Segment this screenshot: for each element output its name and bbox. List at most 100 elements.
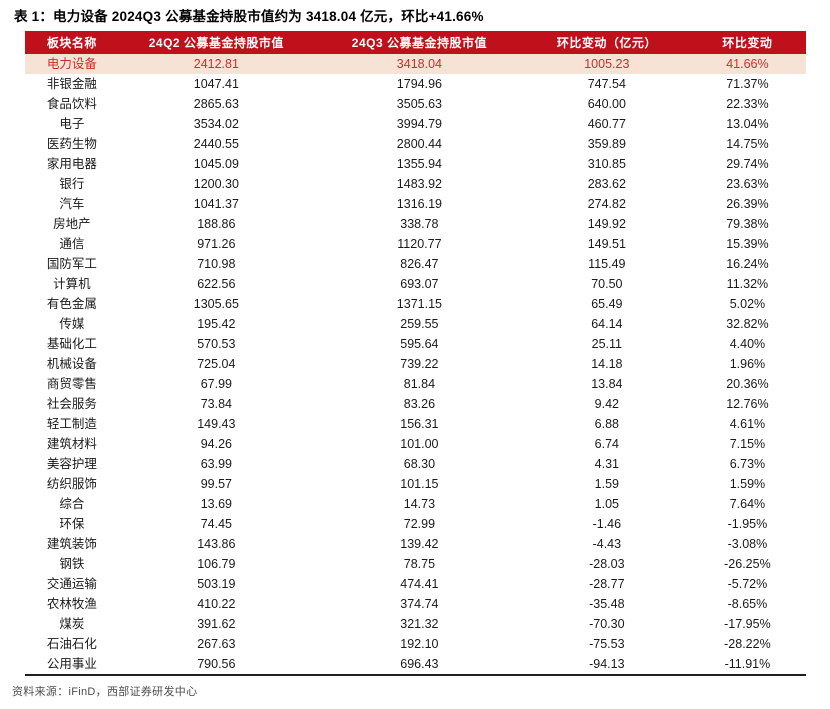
- q2-value-cell: 2865.63: [193, 97, 239, 111]
- sector-cell: 食品饮料: [46, 97, 97, 111]
- table-row: 电力设备 2412.81 3418.04 1005.23 41.66%: [25, 54, 806, 74]
- q3-value-cell: 139.42: [400, 537, 439, 551]
- sector-cell: 有色金属: [46, 297, 97, 311]
- change-cell: 1.59: [594, 477, 619, 491]
- pct-change-cell: 7.64%: [729, 497, 766, 511]
- pct-change-cell: 16.24%: [726, 257, 769, 271]
- pct-change-cell: -28.22%: [724, 637, 771, 651]
- sector-cell: 公用事业: [46, 657, 97, 671]
- q2-value-cell: 971.26: [197, 237, 236, 251]
- q2-value-cell: 195.42: [197, 317, 236, 331]
- change-cell: 6.74: [594, 437, 619, 451]
- change-cell: 25.11: [591, 337, 622, 351]
- change-cell: -70.30: [589, 617, 625, 631]
- sector-cell: 银行: [59, 177, 85, 191]
- q2-value-cell: 106.79: [197, 557, 236, 571]
- table-row: 轻工制造 149.43 156.31 6.88 4.61%: [25, 414, 806, 434]
- sector-cell: 电子: [59, 117, 85, 131]
- change-cell: 14.18: [591, 357, 623, 371]
- pct-change-cell: 20.36%: [726, 377, 769, 391]
- change-cell: 1.05: [594, 497, 619, 511]
- table-row: 美容护理 63.99 68.30 4.31 6.73%: [25, 454, 806, 474]
- pct-change-cell: 79.38%: [726, 217, 769, 231]
- pct-change-cell: 71.37%: [726, 77, 769, 91]
- sector-cell: 交通运输: [46, 577, 97, 591]
- table-row: 建筑装饰 143.86 139.42 -4.43 -3.08%: [25, 534, 806, 554]
- q3-value-cell: 83.26: [403, 397, 436, 411]
- q3-value-cell: 81.84: [403, 377, 436, 391]
- q3-value-cell: 72.99: [403, 517, 436, 531]
- change-cell: 64.14: [591, 317, 623, 331]
- q2-value-cell: 67.99: [200, 377, 232, 391]
- sector-cell: 机械设备: [46, 357, 97, 371]
- q2-value-cell: 1200.30: [193, 177, 239, 191]
- pct-change-cell: 14.75%: [726, 137, 769, 151]
- sector-cell: 国防军工: [46, 257, 97, 271]
- change-cell: 9.42: [594, 397, 619, 411]
- sector-cell: 计算机: [53, 277, 91, 291]
- pct-change-cell: 12.76%: [726, 397, 769, 411]
- pct-change-cell: 11.32%: [726, 277, 769, 291]
- q2-value-cell: 149.43: [197, 417, 236, 431]
- pct-change-cell: -3.08%: [727, 537, 768, 551]
- q3-value-cell: 595.64: [400, 337, 439, 351]
- pct-change-cell: -11.91%: [724, 657, 771, 671]
- q3-value-cell: 101.15: [400, 477, 439, 491]
- table-row: 农林牧渔 410.22 374.74 -35.48 -8.65%: [25, 594, 806, 614]
- sector-cell: 综合: [59, 497, 85, 511]
- sector-cell: 家用电器: [46, 157, 97, 171]
- pct-change-cell: 26.39%: [726, 197, 769, 211]
- table-row: 计算机 622.56 693.07 70.50 11.32%: [25, 274, 806, 294]
- change-cell: -75.53: [589, 637, 625, 651]
- change-cell: 149.92: [587, 217, 626, 231]
- pct-change-cell: -1.95%: [727, 517, 768, 531]
- q2-value-cell: 1047.41: [193, 77, 239, 91]
- pct-change-cell: 4.61%: [729, 417, 766, 431]
- pct-change-cell: 5.02%: [729, 297, 766, 311]
- pct-change-cell: 32.82%: [726, 317, 769, 331]
- sector-cell: 汽车: [59, 197, 85, 211]
- table-row: 电子 3534.02 3994.79 460.77 13.04%: [25, 114, 806, 134]
- pct-change-cell: 1.59%: [729, 477, 766, 491]
- change-cell: 640.00: [587, 97, 626, 111]
- q3-value-cell: 1355.94: [396, 157, 442, 171]
- sector-cell: 通信: [59, 237, 85, 251]
- pct-change-cell: 7.15%: [729, 437, 766, 451]
- q3-value-cell: 374.74: [400, 597, 439, 611]
- change-cell: 6.88: [594, 417, 619, 431]
- q3-value-cell: 3994.79: [396, 117, 442, 131]
- q3-value-cell: 1371.15: [396, 297, 442, 311]
- table-row: 石油石化 267.63 192.10 -75.53 -28.22%: [25, 634, 806, 654]
- header-row: 板块名称 24Q2 公募基金持股市值 24Q3 公募基金持股市值 环比变动（亿元…: [25, 31, 806, 54]
- q2-value-cell: 710.98: [197, 257, 236, 271]
- change-cell: 283.62: [587, 177, 626, 191]
- q2-value-cell: 99.57: [200, 477, 232, 491]
- q3-value-cell: 739.22: [400, 357, 439, 371]
- q3-value-cell: 2800.44: [396, 137, 442, 151]
- pct-change-cell: 41.66%: [688, 54, 806, 74]
- change-cell: -28.77: [589, 577, 625, 591]
- table-row: 食品饮料 2865.63 3505.63 640.00 22.33%: [25, 94, 806, 114]
- table-row: 非银金融 1047.41 1794.96 747.54 71.37%: [25, 74, 806, 94]
- q2-value-cell: 1045.09: [193, 157, 239, 171]
- q2-value-cell: 73.84: [200, 397, 232, 411]
- table-row: 钢铁 106.79 78.75 -28.03 -26.25%: [25, 554, 806, 574]
- sector-cell: 环保: [59, 517, 85, 531]
- q2-value-cell: 570.53: [197, 337, 236, 351]
- sector-cell: 纺织服饰: [46, 477, 97, 491]
- table-row: 建筑材料 94.26 101.00 6.74 7.15%: [25, 434, 806, 454]
- sector-cell: 农林牧渔: [46, 597, 97, 611]
- pct-change-cell: -17.95%: [724, 617, 771, 631]
- q3-value-cell: 474.41: [400, 577, 439, 591]
- table-row: 机械设备 725.04 739.22 14.18 1.96%: [25, 354, 806, 374]
- sector-cell: 社会服务: [46, 397, 97, 411]
- change-cell: -4.43: [592, 537, 622, 551]
- q3-value-cell: 78.75: [403, 557, 436, 571]
- q2-value-cell: 410.22: [197, 597, 236, 611]
- change-cell: 1005.23: [524, 54, 689, 74]
- table-row: 煤炭 391.62 321.32 -70.30 -17.95%: [25, 614, 806, 634]
- pct-change-cell: 15.39%: [726, 237, 769, 251]
- column-header-change-abs: 环比变动（亿元）: [524, 31, 689, 54]
- change-cell: 460.77: [587, 117, 626, 131]
